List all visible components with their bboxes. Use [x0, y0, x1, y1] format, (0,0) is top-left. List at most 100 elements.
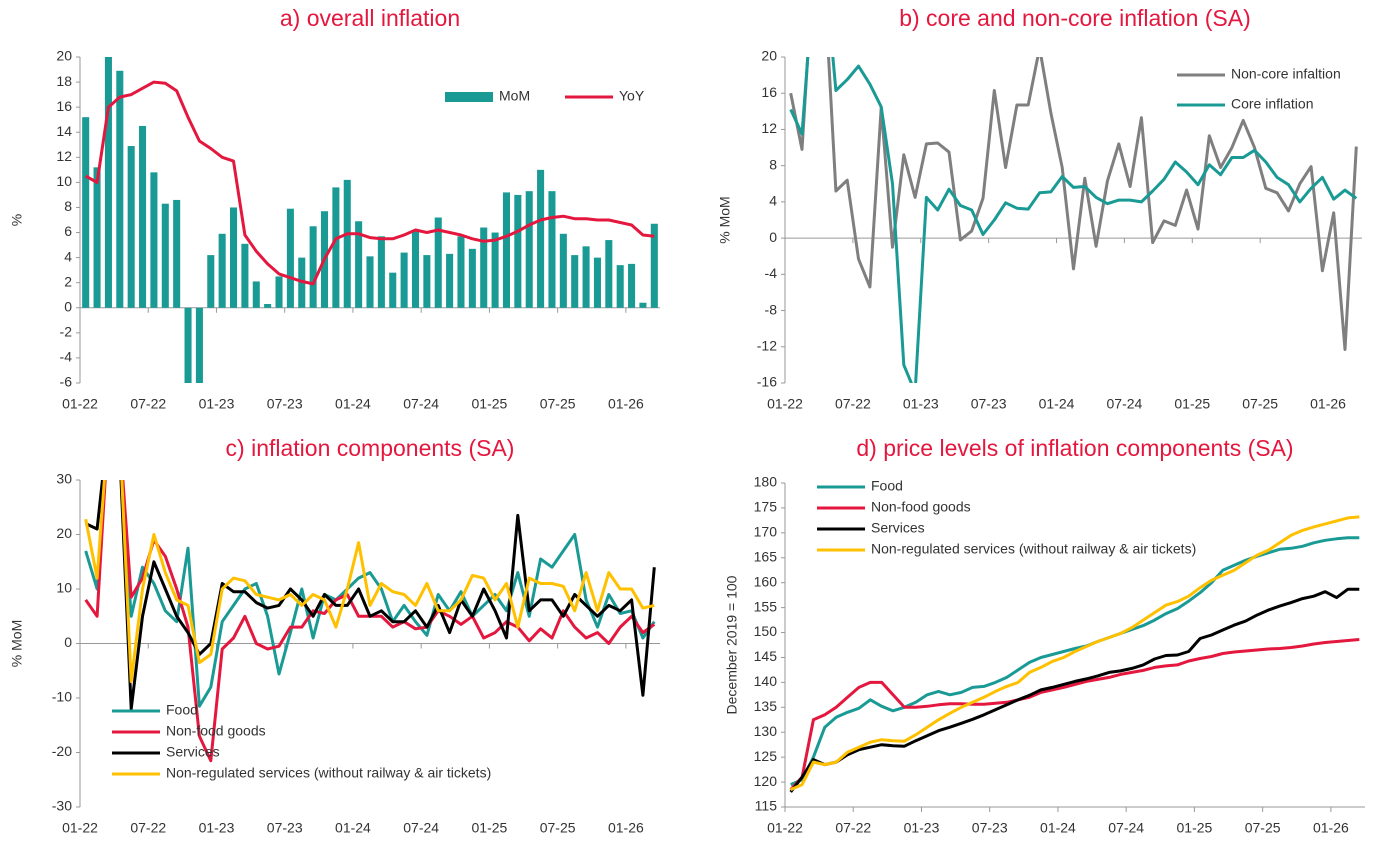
bar: [218, 233, 226, 308]
panel: b) core and non-core inflation (SA) % MoM…: [717, 5, 1362, 412]
plot-area: [789, 57, 1358, 383]
bar: [582, 246, 590, 308]
x-tick-label: 01-22: [767, 396, 803, 412]
bar: [548, 191, 556, 308]
bar: [241, 243, 249, 308]
bar: [502, 192, 510, 308]
y-tick-label: 10: [56, 173, 72, 189]
y-tick-label: 0: [769, 229, 777, 245]
x-tick-label: 01-26: [1310, 396, 1346, 412]
bar: [525, 191, 533, 308]
y-tick-label: 130: [754, 723, 778, 739]
chart-title: c) inflation components (SA): [226, 435, 515, 461]
x-tick-label: 07-22: [835, 396, 871, 412]
x-tick-label: 07-23: [971, 396, 1007, 412]
legend-label: Services: [166, 744, 220, 760]
y-axis-label: % MoM: [9, 620, 25, 667]
x-tick-label: 01-26: [608, 396, 644, 412]
y-tick-label: -2: [60, 324, 73, 340]
x-tick-label: 01-23: [903, 396, 939, 412]
x-tick-label: 01-23: [904, 820, 940, 836]
bar: [559, 233, 567, 308]
y-tick-label: 160: [754, 573, 778, 589]
x-tick-label: 07-25: [540, 820, 576, 836]
y-tick-label: -8: [765, 301, 778, 317]
x-tick-label: 01-26: [1313, 820, 1349, 836]
x-tick-label: 07-22: [835, 820, 871, 836]
bar: [275, 276, 283, 308]
y-tick-label: 18: [56, 73, 72, 89]
bar: [332, 187, 340, 308]
line-series: [85, 480, 656, 711]
x-tick-label: 01-24: [335, 396, 371, 412]
x-tick-label: 01-25: [1177, 820, 1213, 836]
y-tick-label: 140: [754, 673, 778, 689]
x-tick-label: 01-25: [472, 820, 508, 836]
chart-title: b) core and non-core inflation (SA): [899, 5, 1251, 31]
y-tick-label: -16: [757, 374, 777, 390]
line-series: [789, 638, 1360, 791]
bar: [514, 194, 522, 308]
y-axis-label: %: [9, 214, 25, 226]
bar: [139, 125, 147, 308]
bar: [161, 203, 169, 308]
y-tick-label: 2: [64, 273, 72, 289]
y-tick-label: 4: [769, 193, 777, 209]
plot-area: [789, 515, 1360, 793]
bar: [423, 255, 431, 308]
line-series: [790, 515, 1360, 791]
legend-label: Core inflation: [1231, 96, 1314, 112]
y-tick-label: -6: [60, 374, 73, 390]
y-tick-label: 8: [769, 156, 777, 172]
panel: a) overall inflation% -6 -4 -2 0 2 4 6 8 10 12 14 16…: [9, 5, 660, 412]
y-tick-label: 115: [755, 798, 778, 814]
panel: c) inflation components (SA) % MoM -30 -20 -…: [9, 435, 660, 836]
panel: d) price levels of inflation components …: [724, 435, 1365, 836]
x-tick-label: 07-24: [403, 820, 439, 836]
line-series: [789, 57, 1358, 351]
bar: [207, 255, 215, 308]
chart-title: d) price levels of inflation components …: [856, 435, 1293, 461]
bar: [537, 169, 545, 308]
y-tick-label: -12: [757, 337, 777, 353]
y-tick-label: 170: [754, 524, 778, 540]
line-series: [790, 536, 1360, 786]
x-tick-label: 07-24: [1108, 820, 1144, 836]
bar: [104, 57, 112, 308]
y-tick-label: 14: [56, 123, 72, 139]
line-series: [84, 80, 655, 286]
bar: [389, 272, 397, 308]
y-tick-label: 20: [761, 48, 777, 64]
x-tick-label: 01-25: [472, 396, 508, 412]
bar: [82, 117, 90, 308]
plot-area: [84, 480, 656, 763]
bar: [264, 304, 272, 308]
bar: [173, 199, 181, 308]
y-tick-label: 16: [56, 98, 72, 114]
bar: [366, 256, 374, 308]
y-axis-label: % MoM: [717, 196, 733, 243]
y-tick-label: 135: [754, 698, 778, 714]
line-series: [789, 587, 1360, 793]
y-tick-label: 180: [754, 474, 778, 490]
legend-swatch: [445, 92, 493, 102]
plot-area: [82, 57, 658, 383]
y-axis-label: December 2019 = 100: [724, 575, 740, 714]
bar: [411, 231, 420, 308]
y-tick-label: 20: [56, 525, 72, 541]
legend-label: Food: [871, 478, 903, 494]
y-tick-label: 0: [64, 634, 72, 650]
x-tick-label: 07-23: [267, 820, 303, 836]
legend-label: Non-food goods: [166, 723, 266, 739]
y-tick-label: 165: [754, 548, 778, 564]
bar: [93, 167, 101, 308]
y-tick-label: 0: [64, 298, 72, 314]
bar: [286, 208, 294, 308]
y-tick-label: -4: [60, 349, 73, 365]
y-tick-label: -20: [52, 743, 72, 759]
bar: [571, 255, 579, 308]
bar: [616, 265, 624, 308]
x-tick-label: 01-24: [335, 820, 371, 836]
bar: [127, 146, 135, 308]
